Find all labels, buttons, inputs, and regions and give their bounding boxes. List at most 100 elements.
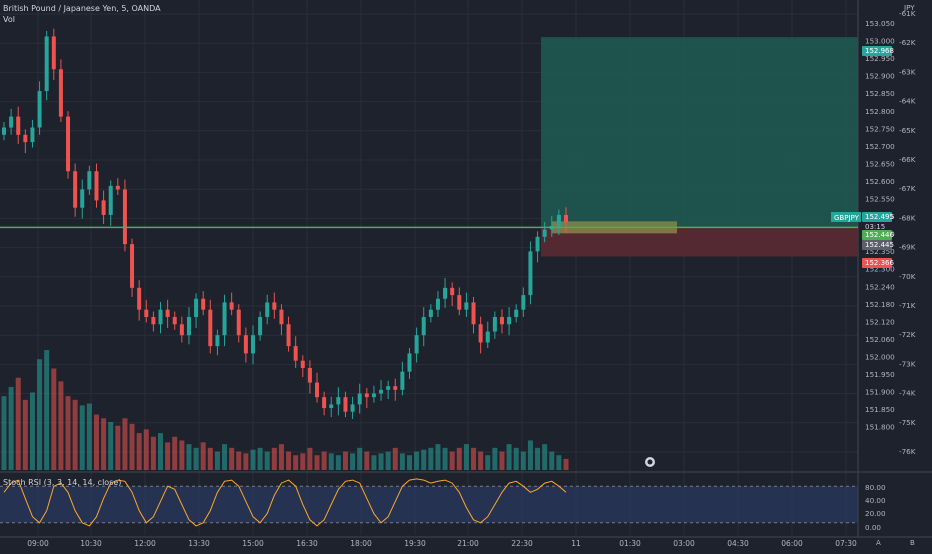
candle-body	[492, 316, 497, 332]
candle-body	[158, 309, 163, 325]
candle-body	[428, 309, 433, 317]
volume-axis: -61K -62K -63K -64K -65K -66K -67K -68K -69K -70K…	[899, 9, 916, 456]
candle-body	[115, 185, 120, 190]
price-tick-13: 152.350	[865, 247, 895, 256]
candle-body	[379, 389, 384, 394]
volume-bar	[158, 433, 164, 470]
candle-body	[386, 386, 391, 390]
volume-bar	[193, 447, 199, 470]
price-tick-15: 152.240	[865, 282, 895, 291]
volume-bar	[186, 444, 192, 470]
stoch-k-line	[3, 478, 567, 527]
target-tag-bg	[862, 46, 892, 56]
countdown-tag: 03:15	[865, 223, 885, 231]
candle-body	[350, 404, 355, 412]
volume-tick-10: -71K	[899, 301, 916, 310]
volume-tick-9: -70K	[899, 272, 916, 281]
last-price-tag-bg	[862, 212, 892, 222]
volume-bar	[200, 442, 206, 470]
candle-body	[279, 309, 284, 325]
price-tick-3: 152.900	[865, 72, 895, 81]
candle-body	[151, 316, 156, 325]
volume-bar	[257, 447, 263, 470]
volume-bar	[8, 386, 14, 470]
candle-body	[357, 393, 362, 405]
candle-body	[87, 171, 92, 190]
volume-bar	[307, 447, 313, 470]
price-tick-1: 153.000	[865, 37, 895, 46]
volume-bar	[207, 447, 213, 470]
time-label-12: 03:00	[673, 539, 695, 548]
candle-body	[343, 397, 348, 412]
candle-body	[30, 127, 35, 143]
candle-body	[499, 316, 504, 325]
time-label-5: 16:30	[296, 539, 318, 548]
volume-bar	[222, 444, 228, 470]
volume-bar	[520, 451, 526, 470]
volume-bar	[264, 451, 270, 470]
volume-bar	[357, 447, 363, 470]
volume-bar	[314, 455, 320, 470]
volume-bar	[527, 440, 533, 470]
candle-body	[300, 360, 305, 368]
time-label-14: 06:00	[781, 539, 803, 548]
volume-tick-15: -76K	[899, 447, 916, 456]
symbol-tag: GBPJPY	[834, 214, 860, 222]
stoch-tick-3: 0.00	[865, 523, 881, 532]
candle-body	[236, 309, 241, 336]
stoch-band	[0, 486, 858, 523]
time-axis[interactable]: 09:00 10:30 12:00 13:30 15:00 16:30 18:00 19:30…	[27, 539, 915, 548]
candle-body	[450, 287, 455, 296]
volume-tick-1: -62K	[899, 38, 916, 47]
candle-body	[528, 251, 533, 296]
volume-bar	[350, 453, 356, 470]
volume-bar	[15, 377, 21, 470]
symbol-title: British Pound / Japanese Yen, 5, OANDA	[3, 4, 161, 13]
price-tick-20: 151.950	[865, 370, 895, 379]
candle-body	[37, 91, 42, 128]
chart-misc	[645, 457, 655, 467]
candle-body	[364, 393, 369, 398]
candle-body	[507, 316, 512, 325]
candle-body	[556, 214, 561, 226]
volume-bar	[556, 455, 562, 470]
stoch-label: Stoch RSI (3, 3, 14, 14, close)	[3, 478, 122, 487]
currency-label: JPY	[903, 3, 915, 12]
candle-body	[307, 367, 312, 383]
price-tick-7: 152.700	[865, 142, 895, 151]
volume-bar	[492, 447, 498, 470]
volume-bar	[421, 449, 427, 470]
price-tick-21: 151.900	[865, 388, 895, 397]
volume-tick-7: -68K	[899, 213, 916, 222]
volume-bar	[414, 451, 420, 470]
candle-body	[250, 335, 255, 354]
price-tick-22: 151.850	[865, 405, 895, 414]
volume-bar	[1, 396, 7, 470]
volume-tick-12: -73K	[899, 359, 916, 368]
volume-bar	[101, 418, 107, 470]
time-label-13: 04:30	[727, 539, 749, 548]
price-tick-16: 152.180	[865, 300, 895, 309]
price-tick-4: 152.850	[865, 89, 895, 98]
candle-body	[471, 302, 476, 325]
volume-bar	[271, 447, 277, 470]
time-label-11: 01:30	[619, 539, 641, 548]
candle-body	[286, 324, 291, 347]
candle-body	[215, 335, 220, 347]
candle-body	[122, 189, 127, 245]
candle-body	[414, 335, 419, 354]
corner-a: A	[876, 539, 881, 547]
price-tick-0: 153.050	[865, 19, 895, 28]
volume-tick-8: -69K	[899, 243, 916, 252]
volume-bar	[342, 451, 348, 470]
price-tick-10: 152.550	[865, 195, 895, 204]
volume-bar	[129, 423, 135, 470]
candle-body	[400, 371, 405, 390]
candle-body	[2, 127, 6, 135]
candle-body	[258, 316, 263, 336]
volume-bar	[93, 414, 99, 470]
volume-tick-3: -64K	[899, 97, 916, 106]
